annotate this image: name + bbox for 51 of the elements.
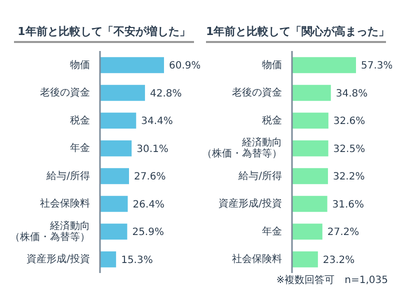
data-label: 23.2% — [322, 254, 355, 266]
bar — [100, 140, 132, 156]
y-tick-label: 年金 — [70, 142, 90, 154]
data-label: 34.4% — [141, 116, 173, 128]
y-tick-label: 資産形成/投資 — [26, 252, 90, 265]
chart-title: 1年前と比較して「関心が高まった」 — [206, 24, 390, 40]
y-tick-label: 税金 — [70, 114, 90, 126]
y-tick-label: 給与/所得 — [238, 169, 282, 182]
y-tick-label: 老後の資金 — [232, 86, 282, 98]
y-tick-label: 税金 — [262, 114, 282, 126]
bar — [100, 168, 130, 184]
chart-title: 1年前と比較して「不安が増した」 — [14, 24, 194, 43]
bar — [292, 140, 328, 156]
bar — [292, 196, 328, 212]
bar — [100, 57, 164, 74]
data-label: 30.1% — [136, 144, 168, 155]
bar — [292, 84, 331, 101]
data-label: 32.6% — [333, 116, 366, 128]
data-label: 27.2% — [327, 227, 360, 238]
data-label: 32.5% — [333, 144, 366, 155]
data-label: 25.9% — [132, 227, 164, 238]
data-label: 60.9% — [169, 60, 201, 72]
y-tick-label: 老後の資金 — [40, 86, 90, 98]
bar — [292, 112, 328, 129]
data-label: 27.6% — [134, 172, 166, 183]
text: ※複数回答可 n=1,035 — [275, 274, 389, 287]
bar — [100, 196, 128, 212]
bar — [292, 224, 322, 240]
bar — [292, 168, 328, 184]
y-tick-label: 年金 — [262, 224, 282, 237]
bar — [100, 251, 116, 268]
y-tick-label: 社会保険料 — [40, 197, 90, 210]
y-tick-label: 給与/所得 — [46, 169, 90, 182]
y-tick-label: 物価 — [70, 59, 90, 70]
bar — [100, 224, 128, 240]
data-label: 31.6% — [332, 199, 364, 210]
bar — [100, 112, 136, 129]
data-label: 34.8% — [336, 88, 368, 100]
data-label: 57.3% — [361, 60, 393, 72]
bar — [292, 251, 318, 268]
bar — [292, 57, 356, 74]
y-tick-label: 経済動向（株価・為替等） — [202, 136, 282, 160]
bar — [100, 84, 145, 101]
y-tick-label: 社会保険料 — [232, 252, 282, 265]
data-label: 26.4% — [132, 199, 165, 210]
data-label: 32.2% — [332, 172, 365, 183]
y-tick-label: 経済動向（株価・為替等） — [10, 219, 90, 242]
data-label: 15.3% — [121, 254, 153, 266]
y-tick-label: 資産形成/投資 — [218, 197, 282, 210]
data-label: 42.8% — [150, 88, 182, 100]
y-tick-label: 物価 — [262, 59, 282, 70]
